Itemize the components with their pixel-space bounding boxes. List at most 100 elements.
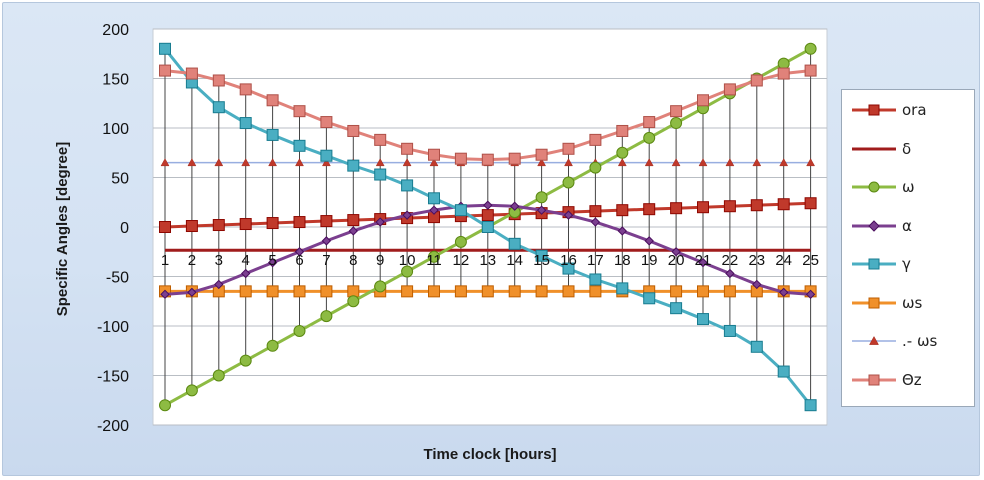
legend-marker — [852, 374, 896, 385]
data-point — [777, 198, 790, 211]
data-point — [805, 289, 816, 300]
data-point — [266, 128, 279, 141]
data-point — [402, 158, 412, 167]
legend-item: ωs — [842, 291, 976, 315]
series-5 — [159, 285, 817, 298]
y-tick-label: 150 — [102, 72, 129, 89]
data-point — [535, 285, 548, 298]
data-point — [536, 205, 547, 215]
data-point — [159, 221, 171, 233]
data-point — [293, 105, 306, 118]
data-point — [347, 214, 360, 227]
legend-label: ωs — [902, 293, 923, 312]
x-tick-label: 18 — [614, 252, 631, 269]
data-point — [348, 226, 359, 236]
y-tick-label: 50 — [111, 171, 129, 188]
x-tick-label: 7 — [322, 252, 330, 269]
data-point — [750, 74, 763, 87]
x-tick-label: 8 — [349, 252, 357, 269]
x-tick-label: 3 — [215, 252, 223, 269]
data-point — [401, 265, 414, 278]
data-point — [454, 285, 467, 298]
data-point — [804, 42, 817, 55]
data-point — [537, 158, 547, 167]
x-axis-title: Time clock [hours] — [423, 446, 556, 463]
data-point — [266, 339, 279, 352]
x-tick-label: 16 — [560, 252, 577, 269]
data-point — [212, 101, 225, 114]
x-tick-label: 14 — [506, 252, 523, 269]
data-point — [185, 220, 198, 233]
series-layer — [159, 42, 817, 412]
data-point — [671, 158, 681, 167]
data-point — [670, 202, 683, 215]
x-tick-label: 23 — [748, 252, 765, 269]
x-tick-label: 19 — [641, 252, 658, 269]
data-point — [535, 249, 548, 262]
data-point — [723, 285, 736, 298]
data-point — [268, 158, 278, 167]
data-point — [697, 201, 709, 214]
data-point — [320, 149, 333, 162]
data-point — [212, 74, 225, 87]
data-point — [160, 289, 170, 300]
data-point — [616, 282, 629, 295]
data-point — [429, 158, 439, 167]
legend-marker — [852, 297, 896, 308]
x-tick-label: 5 — [268, 252, 276, 269]
data-point — [159, 399, 171, 412]
data-point — [644, 236, 654, 246]
data-point — [187, 158, 197, 167]
data-point — [589, 161, 602, 174]
y-tick-labels: 200 150 100 50 0 -50 -100 -150 -200 — [97, 22, 129, 435]
data-point — [239, 83, 252, 96]
data-point — [643, 116, 656, 129]
gridlines — [153, 28, 827, 426]
data-point — [752, 279, 762, 290]
data-point — [670, 302, 683, 315]
data-point — [401, 142, 414, 155]
data-point — [374, 280, 387, 293]
y-tick-label: -150 — [97, 369, 129, 386]
data-point — [723, 83, 736, 96]
data-point — [159, 42, 171, 55]
data-point — [508, 237, 521, 250]
data-point — [428, 250, 440, 263]
data-point — [670, 117, 683, 130]
data-point — [293, 139, 306, 152]
data-point — [589, 133, 602, 146]
y-tick-label: -200 — [97, 418, 129, 435]
data-point — [723, 324, 736, 337]
legend-label: ora — [902, 101, 927, 119]
legend-item: ora — [842, 98, 976, 122]
data-point — [266, 94, 279, 107]
data-point — [239, 285, 252, 298]
data-point — [778, 287, 789, 298]
legend-marker — [852, 104, 896, 116]
data-point — [752, 158, 762, 167]
x-tick-label: 9 — [376, 252, 384, 269]
data-point — [454, 204, 467, 217]
legend-label: α — [902, 216, 912, 235]
legend-label: Θz — [902, 370, 922, 389]
x-tick-label: 20 — [668, 252, 685, 269]
data-point — [454, 235, 467, 248]
data-point — [670, 105, 683, 118]
data-point — [562, 285, 575, 298]
data-point — [267, 257, 278, 268]
x-tick-label: 6 — [295, 252, 303, 269]
data-point — [320, 310, 333, 323]
data-point — [777, 67, 790, 80]
legend-item: δ — [842, 137, 976, 161]
data-point — [671, 247, 681, 257]
data-point — [347, 285, 360, 298]
data-point — [564, 158, 573, 167]
data-point — [240, 268, 251, 279]
data-point — [535, 148, 548, 161]
x-tick-labels: 1 2 3 4 5 6 7 8 9 10 11 12 13 14 15 16 17 18 19 20 21 22 23 24 2… — [161, 252, 819, 269]
legend-label: γ — [902, 255, 911, 273]
data-point — [777, 365, 790, 378]
data-point — [481, 209, 494, 222]
data-point — [508, 285, 521, 298]
